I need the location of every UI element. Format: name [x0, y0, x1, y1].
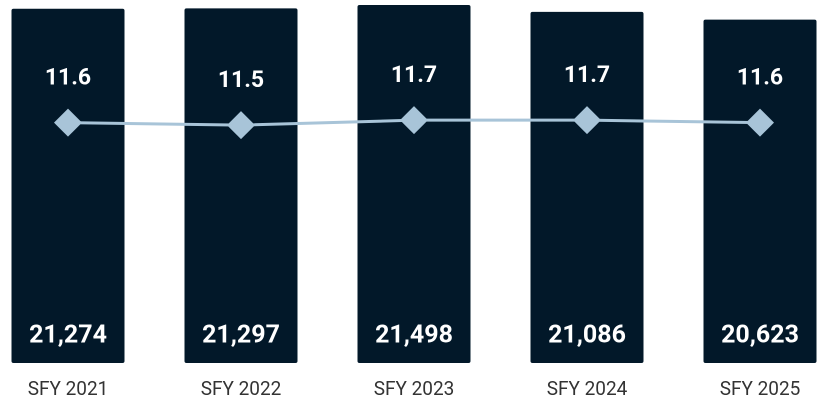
x-tick-label: SFY 2021 — [28, 377, 109, 400]
bar-value-label: 21,297 — [202, 321, 280, 350]
x-tick-label: SFY 2022 — [201, 377, 282, 400]
bar — [184, 8, 298, 363]
x-tick-label: SFY 2025 — [720, 377, 801, 400]
line-marker — [746, 108, 774, 137]
line-value-label: 11.5 — [218, 66, 264, 93]
bar — [357, 5, 471, 364]
line-marker — [400, 106, 428, 135]
line-marker — [573, 106, 601, 135]
x-tick-label: SFY 2024 — [547, 377, 628, 400]
bar-value-label: 20,623 — [721, 321, 799, 350]
bar — [530, 11, 644, 363]
line-value-label: 11.6 — [737, 64, 783, 91]
bar-value-label: 21,274 — [29, 321, 107, 350]
line-value-label: 11.7 — [564, 61, 610, 88]
bar — [11, 8, 125, 364]
bar-value-label: 21,086 — [548, 321, 626, 350]
line-value-label: 11.6 — [45, 64, 91, 91]
bar — [703, 19, 817, 364]
x-tick-label: SFY 2023 — [374, 377, 455, 400]
bar-value-label: 21,498 — [375, 321, 453, 350]
line-marker — [54, 108, 82, 137]
line-value-label: 11.7 — [391, 61, 437, 88]
line-marker — [227, 111, 255, 140]
